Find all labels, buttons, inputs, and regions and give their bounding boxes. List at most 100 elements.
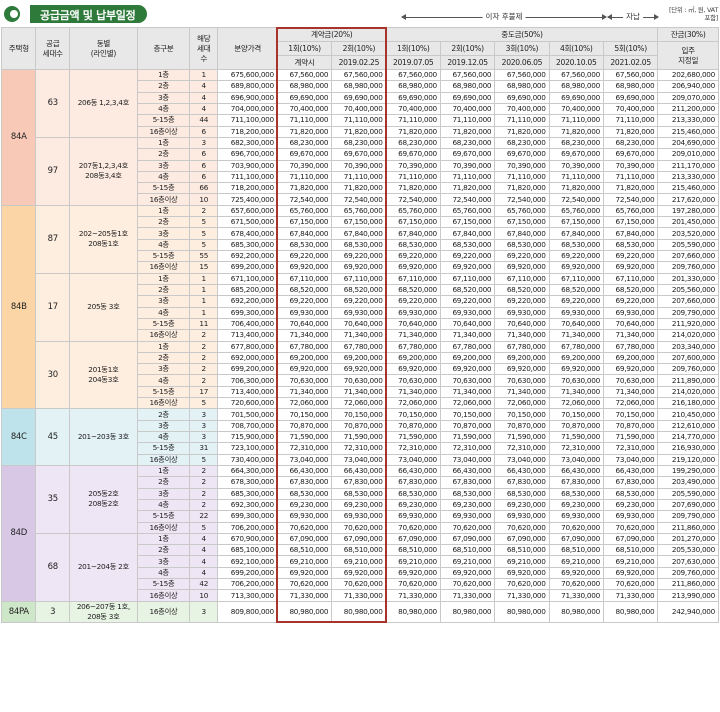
balance-cell: 207,660,000 — [657, 295, 719, 308]
deposit2-cell: 67,150,000 — [331, 216, 387, 229]
price-cell: 682,300,000 — [217, 136, 278, 150]
deposit2-cell: 69,930,000 — [331, 510, 387, 523]
units-cell: 10 — [189, 193, 219, 206]
table-row: 5-15층 42 706,200,000 70,620,000 70,620,000 70… — [2, 578, 719, 591]
units-cell: 5 — [189, 397, 219, 410]
header-mid5-date: 2021.02.05 — [602, 55, 659, 70]
price-cell: 704,000,000 — [217, 102, 278, 116]
units-cell: 2 — [189, 329, 219, 342]
deposit1-cell: 71,110,000 — [276, 114, 333, 127]
table-row: 4층 4 704,000,000 70,400,000 70,400,000 70,400… — [2, 102, 719, 116]
middle3-cell: 69,200,000 — [494, 351, 550, 365]
deposit1-cell: 69,670,000 — [276, 148, 333, 161]
middle4-cell: 73,040,000 — [548, 453, 604, 466]
middle5-cell: 70,870,000 — [602, 419, 659, 433]
price-cell: 671,100,000 — [217, 272, 278, 285]
deposit2-cell: 69,690,000 — [331, 91, 387, 104]
middle1-cell: 67,090,000 — [385, 532, 441, 546]
middle5-cell: 71,590,000 — [602, 430, 659, 444]
deposit2-cell: 68,980,000 — [331, 80, 387, 93]
balance-cell: 197,280,000 — [657, 204, 719, 218]
deposit1-cell: 68,530,000 — [276, 238, 333, 252]
middle1-cell: 65,760,000 — [385, 204, 441, 218]
price-cell: 692,200,000 — [217, 295, 278, 308]
middle1-cell: 69,220,000 — [385, 295, 441, 308]
middle1-cell: 71,820,000 — [385, 125, 441, 138]
deposit1-cell: 68,520,000 — [276, 283, 333, 297]
middle1-cell: 68,230,000 — [385, 136, 441, 150]
balance-cell: 211,890,000 — [657, 374, 719, 387]
deposit2-cell: 69,220,000 — [331, 295, 387, 308]
units-cell: 5 — [189, 238, 219, 252]
floor-cell: 3층 — [136, 487, 191, 500]
middle3-cell: 66,430,000 — [494, 464, 550, 478]
price-cell: 809,800,000 — [217, 600, 278, 623]
balance-cell: 216,930,000 — [657, 442, 719, 455]
price-cell: 699,200,000 — [217, 261, 278, 274]
middle2-cell: 70,400,000 — [439, 102, 496, 116]
middle3-cell: 71,820,000 — [494, 125, 550, 138]
middle1-cell: 67,110,000 — [385, 272, 441, 285]
middle4-cell: 67,110,000 — [548, 272, 604, 285]
middle1-cell: 68,980,000 — [385, 80, 441, 93]
deposit1-cell: 69,220,000 — [276, 249, 333, 263]
middle2-cell: 67,840,000 — [439, 227, 496, 240]
balance-cell: 201,450,000 — [657, 216, 719, 229]
floor-cell: 2층 — [136, 408, 191, 421]
middle2-cell: 70,390,000 — [439, 159, 496, 172]
middle1-cell: 71,590,000 — [385, 430, 441, 444]
middle2-cell: 68,980,000 — [439, 80, 496, 93]
middle3-cell: 69,690,000 — [494, 91, 550, 104]
price-cell: 689,800,000 — [217, 80, 278, 93]
deposit2-cell: 68,520,000 — [331, 283, 387, 297]
balance-cell: 205,590,000 — [657, 487, 719, 500]
deposit2-cell: 69,920,000 — [331, 363, 387, 376]
deposit1-cell: 68,530,000 — [276, 487, 333, 500]
middle2-cell: 72,060,000 — [439, 397, 496, 410]
middle4-cell: 71,820,000 — [548, 125, 604, 138]
middle1-cell: 70,870,000 — [385, 419, 441, 433]
middle3-cell: 69,930,000 — [494, 510, 550, 523]
deposit1-cell: 71,330,000 — [276, 589, 333, 602]
middle4-cell: 71,590,000 — [548, 430, 604, 444]
middle3-cell: 71,330,000 — [494, 589, 550, 602]
header-mid4: 4회(10%) — [548, 41, 604, 56]
floor-cell: 2층 — [136, 216, 191, 229]
middle2-cell: 70,870,000 — [439, 419, 496, 433]
units-cell: 10 — [189, 589, 219, 602]
middle3-cell: 67,780,000 — [494, 340, 550, 353]
table-row: 2층 6 696,700,000 69,670,000 69,670,000 69,670… — [2, 148, 719, 161]
middle1-cell: 70,640,000 — [385, 317, 441, 331]
units-cell: 66 — [189, 182, 219, 195]
units-cell: 2 — [189, 374, 219, 387]
table-row: 3층 2 699,200,000 69,920,000 69,920,000 69,920… — [2, 363, 719, 376]
deposit2-cell: 69,230,000 — [331, 498, 387, 512]
middle5-cell: 71,110,000 — [602, 170, 659, 184]
middle2-cell: 67,150,000 — [439, 216, 496, 229]
middle3-cell: 67,150,000 — [494, 216, 550, 229]
supply-cell: 3 — [35, 600, 70, 623]
units-cell: 22 — [189, 510, 219, 523]
balance-cell: 207,690,000 — [657, 498, 719, 512]
deposit1-cell: 70,400,000 — [276, 102, 333, 116]
floor-cell: 1층 — [136, 340, 191, 353]
deposit2-cell: 70,390,000 — [331, 159, 387, 172]
middle5-cell: 68,530,000 — [602, 487, 659, 500]
price-cell: 678,400,000 — [217, 227, 278, 240]
middle5-cell: 67,780,000 — [602, 340, 659, 353]
floor-cell: 5-15층 — [136, 385, 191, 399]
price-cell: 692,300,000 — [217, 498, 278, 512]
balance-cell: 199,290,000 — [657, 464, 719, 478]
middle1-cell: 68,530,000 — [385, 487, 441, 500]
middle4-cell: 70,620,000 — [548, 521, 604, 534]
units-cell: 2 — [189, 476, 219, 489]
middle3-cell: 71,820,000 — [494, 182, 550, 195]
units-cell: 4 — [189, 544, 219, 557]
middle4-cell: 72,060,000 — [548, 397, 604, 410]
floor-cell: 3층 — [136, 295, 191, 308]
middle1-cell: 66,430,000 — [385, 464, 441, 478]
header-building: 동별 (라인별) — [68, 27, 138, 70]
floor-cell: 5-15층 — [136, 317, 191, 331]
table-row: 3층 4 696,900,000 69,690,000 69,690,000 69,690… — [2, 91, 719, 104]
middle5-cell: 69,670,000 — [602, 148, 659, 161]
